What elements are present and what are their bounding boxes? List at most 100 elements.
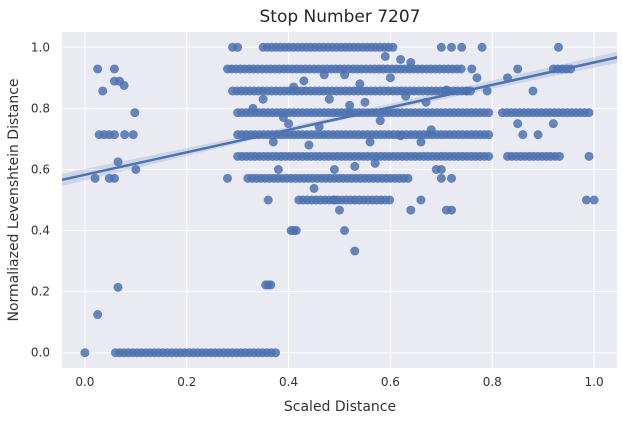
data-point [584, 108, 594, 118]
x-axis-title: Scaled Distance [284, 399, 396, 415]
x-tick-label: 0.4 [279, 375, 298, 389]
data-point [278, 113, 288, 123]
data-point [365, 137, 375, 147]
data-point [403, 173, 413, 183]
chart-title: Stop Number 7207 [259, 7, 420, 27]
data-point [109, 130, 119, 140]
data-point [533, 130, 543, 140]
data-point [513, 119, 523, 129]
data-point [426, 125, 436, 135]
data-point [447, 42, 457, 52]
data-point [513, 64, 523, 74]
data-point [273, 164, 283, 174]
data-point [289, 82, 299, 92]
data-point [554, 151, 564, 161]
data-point [447, 205, 457, 215]
data-point [484, 108, 494, 118]
data-point [528, 86, 538, 96]
y-tick-label: 0.4 [31, 224, 50, 238]
y-tick-label: 1.0 [31, 40, 50, 54]
data-point [90, 173, 100, 183]
data-point [98, 86, 108, 96]
data-point [484, 151, 494, 161]
y-tick-label: 0.0 [31, 346, 50, 360]
x-tick-label: 0.0 [75, 375, 94, 389]
data-point [584, 151, 594, 161]
data-point [248, 103, 258, 113]
data-point [128, 130, 138, 140]
data-point [553, 42, 563, 52]
data-point [340, 226, 350, 236]
data-point [380, 51, 390, 61]
data-point [416, 137, 426, 147]
data-point [109, 64, 119, 74]
data-point [291, 226, 301, 236]
x-tick-label: 1.0 [585, 375, 604, 389]
y-axis-title: Normaliazed Levenshtein Distance [6, 78, 22, 321]
data-point [324, 94, 334, 104]
data-point [329, 164, 339, 174]
data-point [385, 73, 395, 83]
data-point [284, 119, 294, 129]
data-point [93, 64, 103, 74]
data-point [329, 195, 339, 205]
data-point [456, 64, 466, 74]
x-tick-labels: 0.0 0.2 0.4 0.6 0.8 1.0 [75, 375, 603, 389]
data-point [401, 91, 411, 101]
data-point [589, 195, 599, 205]
data-point [80, 348, 90, 358]
data-point [447, 173, 457, 183]
data-point [406, 205, 416, 215]
data-point [457, 42, 467, 52]
data-point [350, 246, 360, 256]
data-point [436, 42, 446, 52]
regression-line [61, 56, 618, 182]
x-tick-label: 0.8 [483, 375, 502, 389]
data-point [345, 100, 355, 110]
data-point [109, 173, 119, 183]
data-point [396, 54, 406, 64]
data-point [131, 164, 141, 174]
data-point [120, 130, 130, 140]
y-tick-label: 0.8 [31, 101, 50, 115]
data-point [396, 131, 406, 141]
data-point [258, 94, 268, 104]
data-point [436, 164, 446, 174]
data-point [266, 280, 276, 290]
data-point [436, 173, 446, 183]
data-point [309, 183, 319, 193]
data-point [268, 137, 278, 147]
y-tick-labels: 0.0 0.2 0.4 0.6 0.8 1.0 [31, 40, 50, 359]
data-point [385, 195, 395, 205]
data-point [482, 86, 492, 96]
data-point [581, 195, 591, 205]
data-point [130, 108, 140, 118]
x-tick-label: 0.2 [177, 375, 196, 389]
data-point [228, 42, 238, 52]
data-point [113, 157, 123, 167]
data-point [406, 58, 416, 68]
data-point [350, 161, 360, 171]
data-point [304, 140, 314, 150]
data-point [548, 119, 558, 129]
data-point [340, 70, 350, 80]
data-point [472, 73, 482, 83]
y-tick-label: 0.2 [31, 285, 50, 299]
data-point [263, 195, 273, 205]
data-point [222, 173, 232, 183]
data-point [388, 42, 398, 52]
data-point [370, 158, 380, 168]
y-tick-label: 0.6 [31, 162, 50, 176]
data-point [355, 79, 365, 89]
data-point [119, 80, 129, 90]
data-point [375, 116, 385, 126]
data-point [271, 348, 281, 358]
data-point [484, 130, 494, 140]
data-point [93, 310, 103, 320]
data-point [113, 282, 123, 292]
data-point [467, 64, 477, 74]
x-tick-label: 0.6 [381, 375, 400, 389]
data-point [477, 42, 487, 52]
data-point [518, 130, 528, 140]
